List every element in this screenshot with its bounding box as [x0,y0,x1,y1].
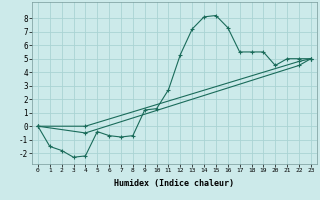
X-axis label: Humidex (Indice chaleur): Humidex (Indice chaleur) [115,179,234,188]
